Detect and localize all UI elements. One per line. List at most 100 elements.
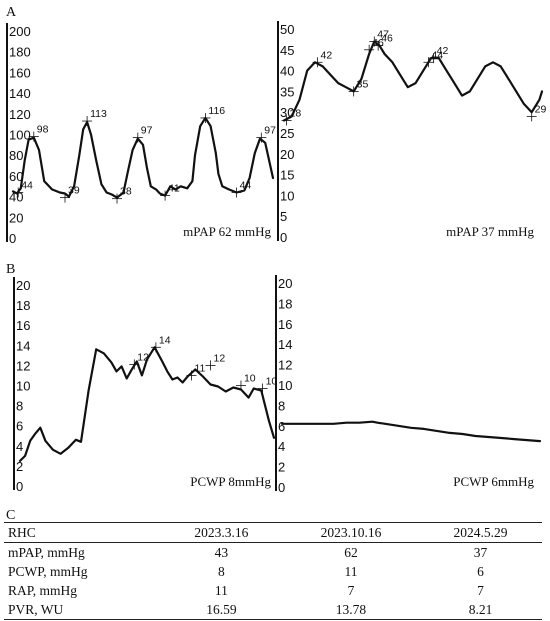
y-tick-label: 14 bbox=[278, 337, 292, 352]
panel-b-letter: B bbox=[6, 262, 15, 277]
table-cell: 6 bbox=[477, 564, 484, 579]
y-tick-label: 20 bbox=[9, 210, 23, 225]
y-tick-label: 18 bbox=[16, 298, 30, 313]
y-tick-label: 35 bbox=[280, 84, 294, 99]
row-label: PCWP, mmHg bbox=[8, 564, 88, 579]
annotation-label: 28 bbox=[290, 108, 302, 120]
chart-caption: mPAP 62 mmHg bbox=[183, 224, 271, 239]
y-tick-label: 8 bbox=[278, 398, 285, 413]
y-tick-label: 0 bbox=[9, 231, 16, 246]
annotation-label: 46 bbox=[372, 37, 384, 49]
y-tick-label: 18 bbox=[278, 296, 292, 311]
annotation-label: 39 bbox=[68, 185, 80, 197]
table-row: PCWP, mmHg 8 11 6 bbox=[4, 562, 542, 581]
y-tick-label: 16 bbox=[278, 317, 292, 332]
table-header-cell: 2024.5.29 bbox=[419, 522, 542, 543]
table-cell: 16.59 bbox=[160, 600, 283, 620]
rhc-table: RHC 2023.3.16 2023.10.16 2024.5.29 mPAP,… bbox=[4, 522, 542, 620]
y-tick-label: 10 bbox=[278, 378, 292, 393]
y-tick-label: 200 bbox=[9, 24, 31, 39]
y-tick-label: 0 bbox=[280, 230, 287, 245]
pressure-trace bbox=[18, 346, 276, 462]
y-tick-label: 4 bbox=[16, 439, 23, 454]
y-tick-label: 25 bbox=[280, 126, 294, 141]
table-header-row: RHC 2023.3.16 2023.10.16 2024.5.29 bbox=[4, 522, 542, 543]
table-cell: 11 bbox=[214, 583, 228, 598]
table-header-cell: RHC bbox=[4, 522, 160, 543]
annotation-label: 113 bbox=[90, 108, 107, 120]
chart-b-right: 0 2 4 6 8 10 12 14 16 18 20 PCWP 6mmHg bbox=[275, 275, 542, 495]
chart-a-left: 0 20 40 60 80 100 120 140 160 180 200 98 44 113 39 97 38… bbox=[6, 23, 276, 246]
annotation-label: 44 bbox=[431, 49, 443, 61]
table-cell: 8.21 bbox=[419, 600, 542, 620]
y-tick-label: 10 bbox=[16, 379, 30, 394]
row-label: mPAP, mmHg bbox=[8, 545, 85, 560]
y-tick-label: 160 bbox=[9, 65, 31, 80]
y-tick-label: 10 bbox=[280, 188, 294, 203]
annotation-label: 46 bbox=[381, 33, 393, 45]
table-cell: 62 bbox=[344, 545, 358, 560]
table-cell: 43 bbox=[214, 545, 229, 560]
y-tick-label: 16 bbox=[16, 318, 30, 333]
y-tick-label: 20 bbox=[16, 278, 30, 293]
y-tick-label: 2 bbox=[16, 459, 23, 474]
panel-c-letter: C bbox=[6, 508, 15, 523]
annotation-label: 11 bbox=[194, 362, 205, 374]
annotation-label: 42 bbox=[321, 49, 333, 61]
y-tick-label: 4 bbox=[278, 439, 285, 454]
annotation-label: 44 bbox=[21, 179, 33, 191]
table-header-cell: 2023.3.16 bbox=[160, 522, 283, 543]
table-row: mPAP, mmHg 43 62 37 bbox=[4, 543, 542, 563]
annotation-label: 12 bbox=[137, 351, 149, 363]
annotation-label: 12 bbox=[214, 352, 226, 364]
table-row: PVR, WU 16.59 13.78 8.21 bbox=[4, 600, 542, 620]
chart-a-right: 05101520253035404550284235474646424429mP… bbox=[277, 21, 547, 245]
y-tick-label: 45 bbox=[280, 43, 294, 58]
y-tick-label: 12 bbox=[278, 358, 292, 373]
annotation-label: 35 bbox=[357, 78, 369, 90]
y-tick-label: 180 bbox=[9, 45, 31, 60]
annotation-label: 44 bbox=[240, 179, 252, 191]
annotation-label: 97 bbox=[141, 125, 153, 137]
y-tick-label: 8 bbox=[16, 399, 23, 414]
chart-caption: PCWP 8mmHg bbox=[190, 474, 271, 489]
annotation-label: 116 bbox=[208, 105, 225, 117]
y-tick-label: 120 bbox=[9, 107, 31, 122]
table-header-cell: 2023.10.16 bbox=[282, 522, 420, 543]
annotation-label: 42 bbox=[437, 45, 449, 57]
annotation-label: 38 bbox=[120, 186, 132, 198]
annotation-label: 14 bbox=[159, 334, 171, 346]
pressure-trace bbox=[282, 40, 544, 122]
y-tick-label: 20 bbox=[278, 276, 292, 291]
table-cell: 7 bbox=[347, 583, 355, 598]
row-label: PVR, WU bbox=[4, 600, 160, 620]
annotation-label: 29 bbox=[535, 103, 547, 115]
table-cell: 37 bbox=[473, 545, 488, 560]
y-tick-label: 80 bbox=[9, 148, 23, 163]
y-tick-label: 50 bbox=[280, 22, 294, 37]
y-tick-label: 15 bbox=[280, 168, 294, 183]
annotation-label: 10 bbox=[266, 376, 278, 388]
annotation-label: 41 bbox=[168, 183, 180, 195]
y-tick-label: 0 bbox=[16, 479, 23, 494]
y-tick-label: 6 bbox=[278, 419, 285, 434]
table-cell: 11 bbox=[344, 564, 358, 579]
y-tick-label: 40 bbox=[280, 64, 294, 79]
y-tick-label: 2 bbox=[278, 460, 285, 475]
annotation-label: 98 bbox=[37, 124, 49, 136]
table-row: RAP, mmHg 11 7 7 bbox=[4, 581, 542, 600]
y-tick-label: 100 bbox=[9, 128, 31, 143]
y-tick-label: 5 bbox=[280, 209, 287, 224]
y-tick-label: 14 bbox=[16, 338, 30, 353]
pressure-trace bbox=[11, 116, 275, 199]
table-cell: 8 bbox=[218, 564, 225, 579]
chart-caption: PCWP 6mmHg bbox=[453, 474, 534, 489]
y-tick-label: 0 bbox=[278, 480, 285, 495]
y-tick-label: 40 bbox=[9, 190, 23, 205]
y-tick-label: 20 bbox=[280, 147, 294, 162]
y-tick-label: 60 bbox=[9, 169, 23, 184]
y-tick-label: 6 bbox=[16, 419, 23, 434]
y-tick-label: 140 bbox=[9, 86, 31, 101]
table-cell: 13.78 bbox=[282, 600, 420, 620]
